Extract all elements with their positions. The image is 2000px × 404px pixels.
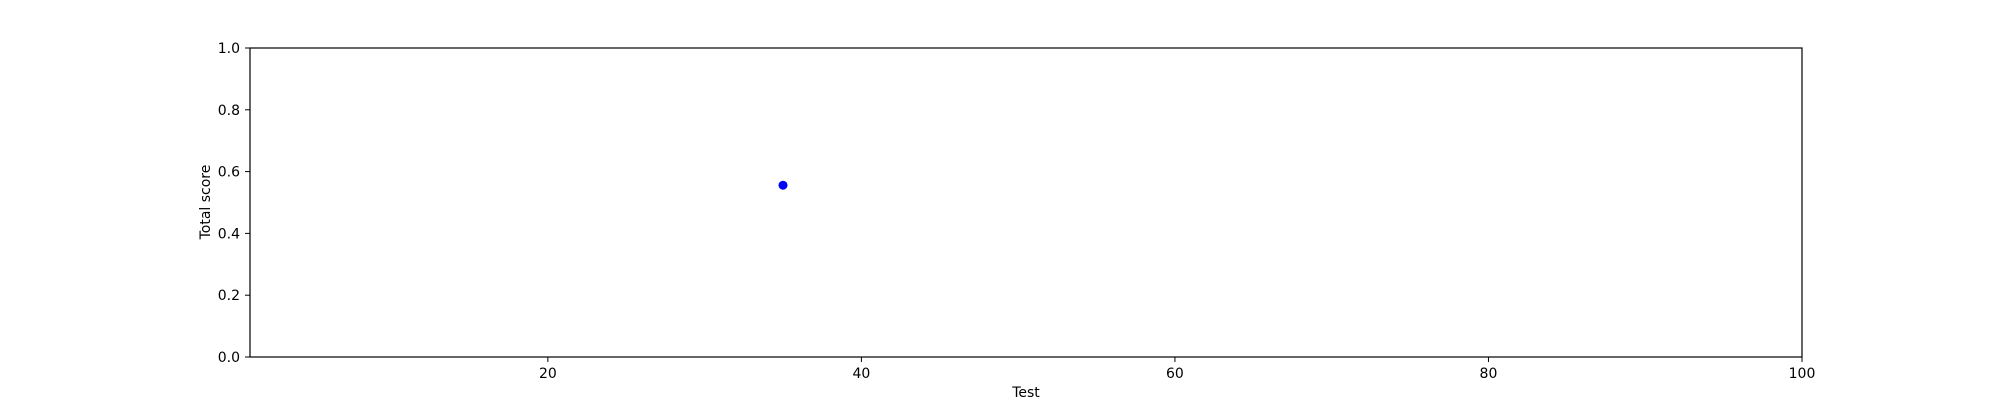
x-tick-label: 20: [539, 366, 557, 382]
y-axis-title: Total score: [198, 165, 214, 241]
x-tick-label: 40: [852, 366, 870, 382]
scatter-point: [778, 180, 788, 190]
x-tick-label: 80: [1480, 366, 1498, 382]
x-axis-title: Test: [1011, 385, 1040, 400]
y-tick-label: 0.6: [218, 165, 240, 181]
ticks-layer: 20 40 60 80 100 0.0 0.2 0.4 0.6 0.8 1.0: [218, 41, 1816, 382]
x-tick-label: 60: [1166, 366, 1184, 382]
y-tick-label: 1.0: [218, 41, 240, 57]
x-tick-label: 100: [1789, 366, 1816, 382]
y-tick-label: 0.2: [218, 288, 240, 304]
y-tick-label: 0.0: [218, 350, 240, 366]
y-tick-label: 0.8: [218, 103, 240, 119]
plot-frame: [249, 47, 1803, 358]
y-tick-label: 0.4: [218, 226, 240, 242]
points-layer: [778, 180, 788, 190]
